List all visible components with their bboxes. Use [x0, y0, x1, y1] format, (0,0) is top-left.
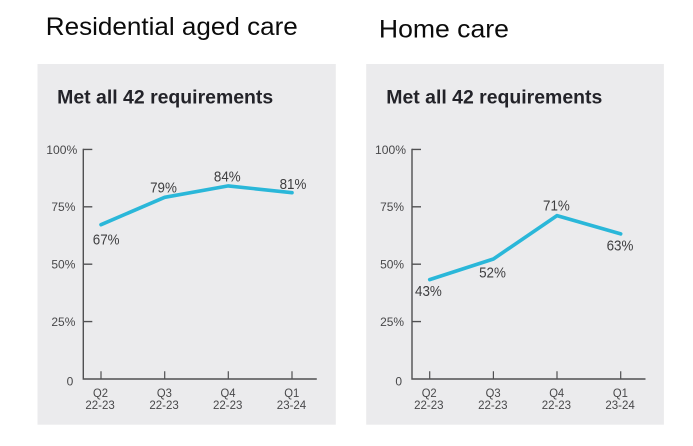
- svg-text:25%: 25%: [380, 315, 404, 329]
- svg-text:52%: 52%: [479, 265, 506, 282]
- svg-text:43%: 43%: [415, 283, 442, 300]
- svg-text:22-23: 22-23: [213, 400, 242, 412]
- svg-text:50%: 50%: [51, 258, 75, 272]
- svg-text:Met all 42 requirements: Met all 42 requirements: [386, 87, 602, 108]
- svg-text:71%: 71%: [543, 198, 570, 215]
- svg-text:79%: 79%: [150, 180, 177, 197]
- svg-text:75%: 75%: [380, 200, 404, 214]
- svg-text:100%: 100%: [46, 143, 77, 157]
- svg-text:Q1: Q1: [284, 388, 299, 400]
- svg-text:0: 0: [395, 374, 402, 388]
- svg-text:63%: 63%: [607, 237, 634, 254]
- svg-text:50%: 50%: [380, 258, 404, 272]
- svg-text:Q4: Q4: [549, 388, 565, 400]
- svg-text:0: 0: [67, 374, 74, 388]
- svg-text:22-23: 22-23: [478, 400, 507, 412]
- svg-text:Q4: Q4: [221, 388, 237, 400]
- svg-text:81%: 81%: [280, 176, 307, 193]
- svg-text:25%: 25%: [51, 315, 75, 329]
- svg-text:22-23: 22-23: [149, 400, 178, 412]
- svg-text:Q2: Q2: [93, 388, 108, 400]
- svg-text:Q3: Q3: [157, 388, 172, 400]
- svg-text:23-24: 23-24: [277, 400, 307, 412]
- svg-text:100%: 100%: [375, 143, 406, 157]
- svg-text:Q2: Q2: [422, 388, 437, 400]
- svg-text:75%: 75%: [51, 200, 75, 214]
- svg-text:22-23: 22-23: [542, 400, 571, 412]
- svg-text:Met all 42 requirements: Met all 42 requirements: [57, 87, 273, 108]
- svg-text:Q1: Q1: [613, 388, 628, 400]
- svg-text:67%: 67%: [93, 232, 120, 249]
- svg-text:23-24: 23-24: [605, 400, 635, 412]
- svg-text:Q3: Q3: [486, 388, 501, 400]
- svg-text:84%: 84%: [214, 169, 241, 186]
- svg-text:22-23: 22-23: [414, 400, 443, 412]
- svg-text:22-23: 22-23: [85, 400, 114, 412]
- svg-text:Residential aged care: Residential aged care: [46, 13, 298, 41]
- svg-text:Home care: Home care: [379, 15, 509, 43]
